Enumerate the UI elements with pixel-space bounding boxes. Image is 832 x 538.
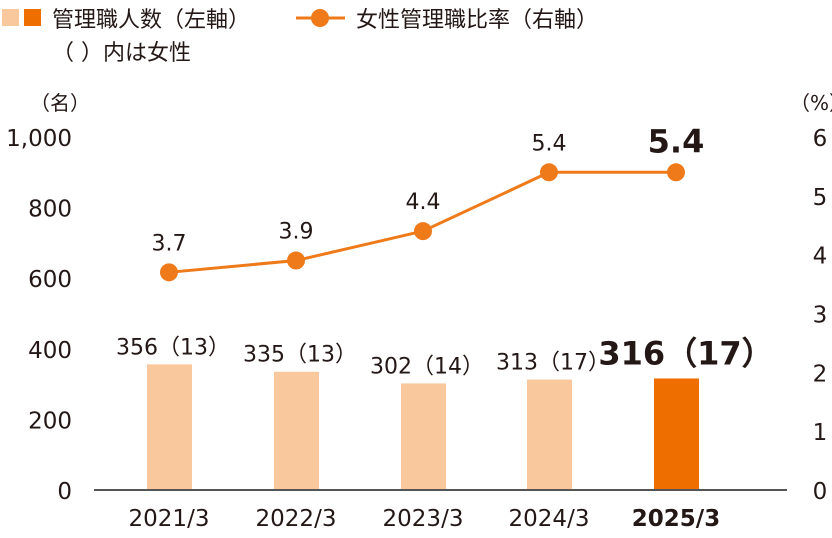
left-axis-tick: 200	[28, 408, 72, 434]
legend-bars-note: （ ）内は女性	[52, 41, 191, 66]
bar-label: 316（17）	[598, 334, 773, 372]
right-axis-tick: 5	[813, 185, 828, 211]
x-axis-tick: 2024/3	[509, 506, 590, 532]
legend-line-label: 女性管理職比率（右軸）	[356, 8, 598, 33]
right-axis-tick: 3	[813, 303, 828, 329]
bar	[654, 378, 699, 490]
x-axis-tick: 2025/3	[632, 506, 720, 532]
right-axis-tick: 4	[813, 244, 828, 270]
legend-swatch-latest	[24, 9, 41, 26]
bar	[147, 364, 192, 490]
legend-swatch-past	[2, 9, 19, 26]
left-axis-tick: 0	[57, 479, 72, 505]
bar	[527, 379, 572, 490]
ratio-point	[287, 251, 305, 270]
x-axis-tick: 2023/3	[383, 506, 464, 532]
ratio-label: 5.4	[648, 122, 705, 160]
bar-label: 335（13）	[243, 343, 357, 368]
right-axis-tick: 1	[813, 420, 828, 446]
ratio-point	[667, 163, 685, 182]
ratio-label: 5.4	[532, 131, 567, 156]
bar-label: 313（17）	[496, 351, 610, 376]
legend-bars-label: 管理職人数（左軸）	[52, 8, 250, 33]
bar	[274, 371, 319, 490]
ratio-point	[160, 263, 178, 282]
left-axis-tick: 400	[28, 338, 72, 364]
legend-line-marker	[311, 9, 329, 27]
bar-label: 302（14）	[370, 354, 484, 379]
bar-label: 356（13）	[116, 335, 230, 360]
ratio-point	[414, 222, 432, 241]
ratio-label: 3.9	[279, 220, 314, 245]
ratio-label: 3.7	[152, 231, 187, 256]
right-axis-unit: （%）	[790, 91, 832, 115]
x-axis-tick: 2021/3	[129, 506, 210, 532]
right-axis-tick: 0	[813, 479, 828, 505]
right-axis-tick: 6	[813, 126, 828, 152]
ratio-point	[540, 163, 558, 182]
x-axis-tick: 2022/3	[256, 506, 337, 532]
left-axis-tick: 800	[28, 197, 72, 223]
ratio-label: 4.4	[406, 190, 441, 215]
right-axis-tick: 2	[813, 361, 828, 387]
bar	[401, 383, 446, 490]
left-axis-tick: 600	[28, 267, 72, 293]
left-axis-unit: （名）	[30, 91, 90, 115]
left-axis-tick: 1,000	[6, 126, 72, 152]
